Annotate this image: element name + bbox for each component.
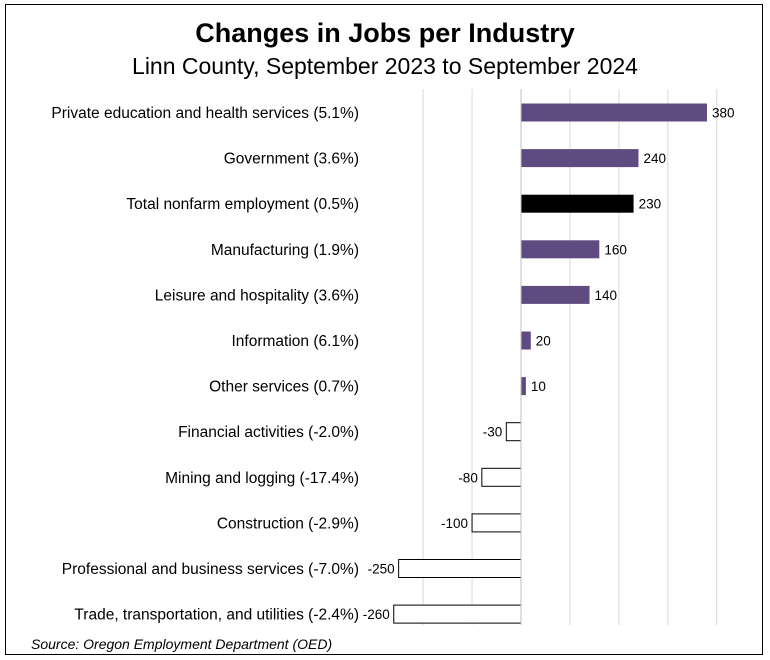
category-labels: Private education and health services (5… [51, 105, 359, 624]
value-label: 230 [639, 197, 662, 212]
value-label: -250 [368, 562, 395, 577]
bar [471, 513, 522, 533]
value-label: 10 [531, 379, 546, 394]
category-label: Government (3.6%) [224, 151, 359, 168]
value-labels: 380 240 230 160 140 20 10 -30 -80 -100 -250 -260 [363, 106, 735, 623]
category-label: Trade, transportation, and utilities (-2… [74, 607, 359, 624]
bar [505, 422, 522, 442]
bar [398, 559, 522, 578]
category-label: Mining and logging (-17.4%) [165, 470, 359, 487]
category-label: Information (6.1%) [232, 333, 360, 350]
chart-title: Changes in Jobs per Industry [195, 18, 575, 48]
value-label: 380 [712, 106, 735, 121]
bar [521, 149, 639, 168]
bar [521, 285, 590, 304]
bar [393, 604, 522, 624]
bar [521, 103, 707, 122]
value-label: -30 [483, 425, 503, 440]
bar [521, 331, 531, 350]
value-label: 140 [595, 288, 618, 303]
category-label: Professional and business services (-7.0… [62, 561, 359, 578]
bar [521, 240, 600, 259]
value-label: -100 [441, 516, 468, 531]
bar [521, 194, 634, 213]
category-label: Private education and health services (5… [51, 105, 359, 122]
category-label: Other services (0.7%) [209, 379, 359, 396]
source-note: Source: Oregon Employment Department (OE… [31, 636, 333, 652]
value-label: -260 [363, 607, 390, 622]
category-label: Construction (-2.9%) [217, 515, 359, 532]
bar [521, 377, 526, 396]
category-label: Total nonfarm employment (0.5%) [126, 196, 359, 213]
value-label: 160 [604, 242, 627, 257]
value-label: -80 [458, 470, 478, 485]
bars [393, 103, 707, 624]
value-label: 20 [536, 334, 551, 349]
category-label: Leisure and hospitality (3.6%) [155, 287, 359, 304]
category-label: Financial activities (-2.0%) [178, 424, 359, 441]
category-label: Manufacturing (1.9%) [211, 242, 359, 259]
bar [481, 467, 522, 487]
chart-subtitle: Linn County, September 2023 to September… [132, 53, 638, 79]
gridlines [422, 89, 718, 625]
value-label: 240 [643, 151, 666, 166]
